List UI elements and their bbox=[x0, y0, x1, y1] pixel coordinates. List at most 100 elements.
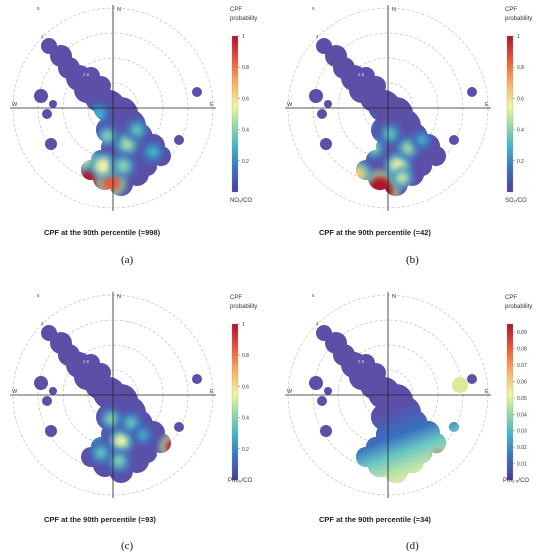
colorbar-tick-label: 1 bbox=[517, 34, 520, 40]
cpf-hotspot bbox=[138, 430, 148, 440]
footprint-cell bbox=[49, 387, 57, 395]
footprint-cell bbox=[412, 156, 432, 176]
cpf-hotspot bbox=[87, 429, 99, 441]
radial-label: 2.6 bbox=[358, 72, 365, 77]
footprint-cell bbox=[320, 425, 332, 437]
polar-plot-b: N W E 5 4 2.6 1 0.8 0.6 0.4 0.2 bbox=[285, 5, 524, 211]
colorbar-title-line2: probability bbox=[505, 304, 533, 310]
footprint-cell bbox=[426, 146, 446, 166]
colorbar-label: PM₁₀/CO bbox=[228, 478, 253, 484]
colorbar-title-line2: probability bbox=[505, 16, 533, 22]
radial-label: 5 bbox=[37, 6, 40, 11]
colorbar bbox=[231, 323, 239, 481]
colorbar-tick-label: 0.4 bbox=[242, 416, 249, 422]
colorbar-tick-label: 0.09 bbox=[517, 330, 527, 336]
footprint-cell bbox=[34, 376, 48, 390]
footprint-cell bbox=[42, 109, 52, 119]
cpf-hotspot bbox=[361, 119, 371, 129]
cpf-hotspot bbox=[125, 417, 137, 429]
radial-label: 5 bbox=[312, 6, 315, 11]
cpf-hotspot bbox=[131, 124, 143, 136]
footprint-cell bbox=[34, 89, 48, 103]
cpf-hotspot bbox=[95, 447, 107, 459]
colorbar-title-line1: CPF bbox=[230, 295, 242, 301]
direction-label-east: E bbox=[485, 389, 489, 395]
colorbar-title-line2: probability bbox=[230, 304, 258, 310]
colorbar-tick-label: 0.8 bbox=[242, 353, 249, 359]
cpf-hotspot-halo bbox=[160, 434, 186, 460]
direction-label-east: E bbox=[210, 102, 214, 108]
colorbar-title: CPF probability bbox=[230, 294, 257, 312]
radial-label: 5 bbox=[37, 293, 40, 298]
footprint-cell bbox=[324, 100, 332, 108]
cpf-hotspot bbox=[147, 146, 159, 158]
radial-label: 4 bbox=[316, 34, 319, 39]
panel-label: (a) bbox=[121, 254, 134, 266]
direction-label-north: N bbox=[392, 7, 396, 13]
colorbar-tick-label: 0.2 bbox=[242, 447, 249, 453]
colorbar-tick-label: 0.2 bbox=[242, 159, 249, 165]
radial-label: 4 bbox=[41, 321, 44, 326]
direction-label-east: E bbox=[210, 389, 214, 395]
radial-label: 4 bbox=[316, 321, 319, 326]
footprint-cell bbox=[174, 135, 184, 145]
direction-label-north: N bbox=[117, 7, 121, 13]
cpf-hotspot bbox=[116, 159, 130, 173]
colorbar bbox=[506, 323, 514, 481]
radial-label: 4 bbox=[41, 34, 44, 39]
cpf-hotspot bbox=[120, 137, 134, 151]
cpf-hotspot bbox=[95, 158, 111, 174]
cpf-hotspot bbox=[384, 128, 396, 140]
footprint-cell bbox=[316, 325, 332, 341]
cpf-hotspot bbox=[101, 130, 113, 142]
footprint-cell bbox=[192, 87, 202, 97]
colorbar-label: PM₂.₅/CO bbox=[503, 478, 530, 484]
colorbar-tick-label: 0.07 bbox=[517, 363, 527, 369]
colorbar-tick-label: 0.6 bbox=[242, 96, 249, 102]
polar-plot-d: N W E 5 4 2.6 0.09 0.08 0.07 0.06 0.05 0.04 0.03 0.02… bbox=[285, 292, 527, 498]
colorbar-tick-label: 0.6 bbox=[242, 384, 249, 390]
polar-plot-c: N W E 5 4 2.6 1 0.8 0.6 0.4 0.2 bbox=[10, 292, 249, 498]
colorbar-tick-label: 0.8 bbox=[242, 65, 249, 71]
cpf-hotspot bbox=[396, 172, 408, 184]
cpf-hotspot bbox=[105, 413, 117, 425]
cpf-hotspot bbox=[165, 439, 181, 455]
colorbar-title-line1: CPF bbox=[505, 295, 517, 301]
footprint-cell bbox=[467, 87, 477, 97]
colorbar-tick-label: 0.4 bbox=[517, 128, 524, 134]
panel-label: (d) bbox=[406, 540, 419, 552]
colorbar-label: SO₂/CO bbox=[505, 198, 527, 204]
radial-label: 5 bbox=[312, 293, 315, 298]
footprint-cell bbox=[320, 138, 332, 150]
cpf-hotspot bbox=[402, 142, 414, 154]
footprint-cell bbox=[309, 376, 323, 390]
footprint-cell bbox=[91, 76, 111, 96]
cpf-hotspot-halo bbox=[356, 114, 376, 134]
radial-label: 2.6 bbox=[83, 72, 90, 77]
cpf-hotspot bbox=[113, 455, 125, 467]
direction-label-east: E bbox=[485, 102, 489, 108]
colorbar-tick-label: 0.02 bbox=[517, 445, 527, 451]
colorbar-tick-label: 0.08 bbox=[517, 347, 527, 353]
panel-caption: CPF at the 90th percentile (=93) bbox=[44, 515, 156, 524]
radial-label: 2.6 bbox=[358, 359, 365, 364]
footprint-cell bbox=[42, 396, 52, 406]
footprint-cell bbox=[91, 363, 111, 383]
footprint-cell bbox=[309, 89, 323, 103]
colorbar-tick-label: 0.6 bbox=[517, 96, 524, 102]
colorbar-tick-label: 1 bbox=[242, 34, 245, 40]
cpf-hotspot bbox=[114, 434, 128, 448]
footprint-cell bbox=[174, 422, 184, 432]
footprint-cell bbox=[45, 425, 57, 437]
cpf-hotspot bbox=[417, 135, 427, 145]
colorbar-title: CPF probability bbox=[230, 6, 257, 24]
panel-d: N W E 5 4 2.6 0.09 0.08 0.07 0.06 0.05 0.04 0.03 0.02… bbox=[275, 278, 550, 556]
panel-label: (c) bbox=[121, 540, 134, 552]
colorbar-tick-label: 0.05 bbox=[517, 396, 527, 402]
direction-label-west: W bbox=[287, 389, 293, 395]
colorbar-tick-label: 1 bbox=[242, 322, 245, 328]
cpf-hotspot bbox=[366, 176, 394, 196]
footprint-cell bbox=[41, 325, 57, 341]
direction-label-north: N bbox=[117, 294, 121, 300]
colorbar-title: CPF probability bbox=[505, 294, 532, 312]
